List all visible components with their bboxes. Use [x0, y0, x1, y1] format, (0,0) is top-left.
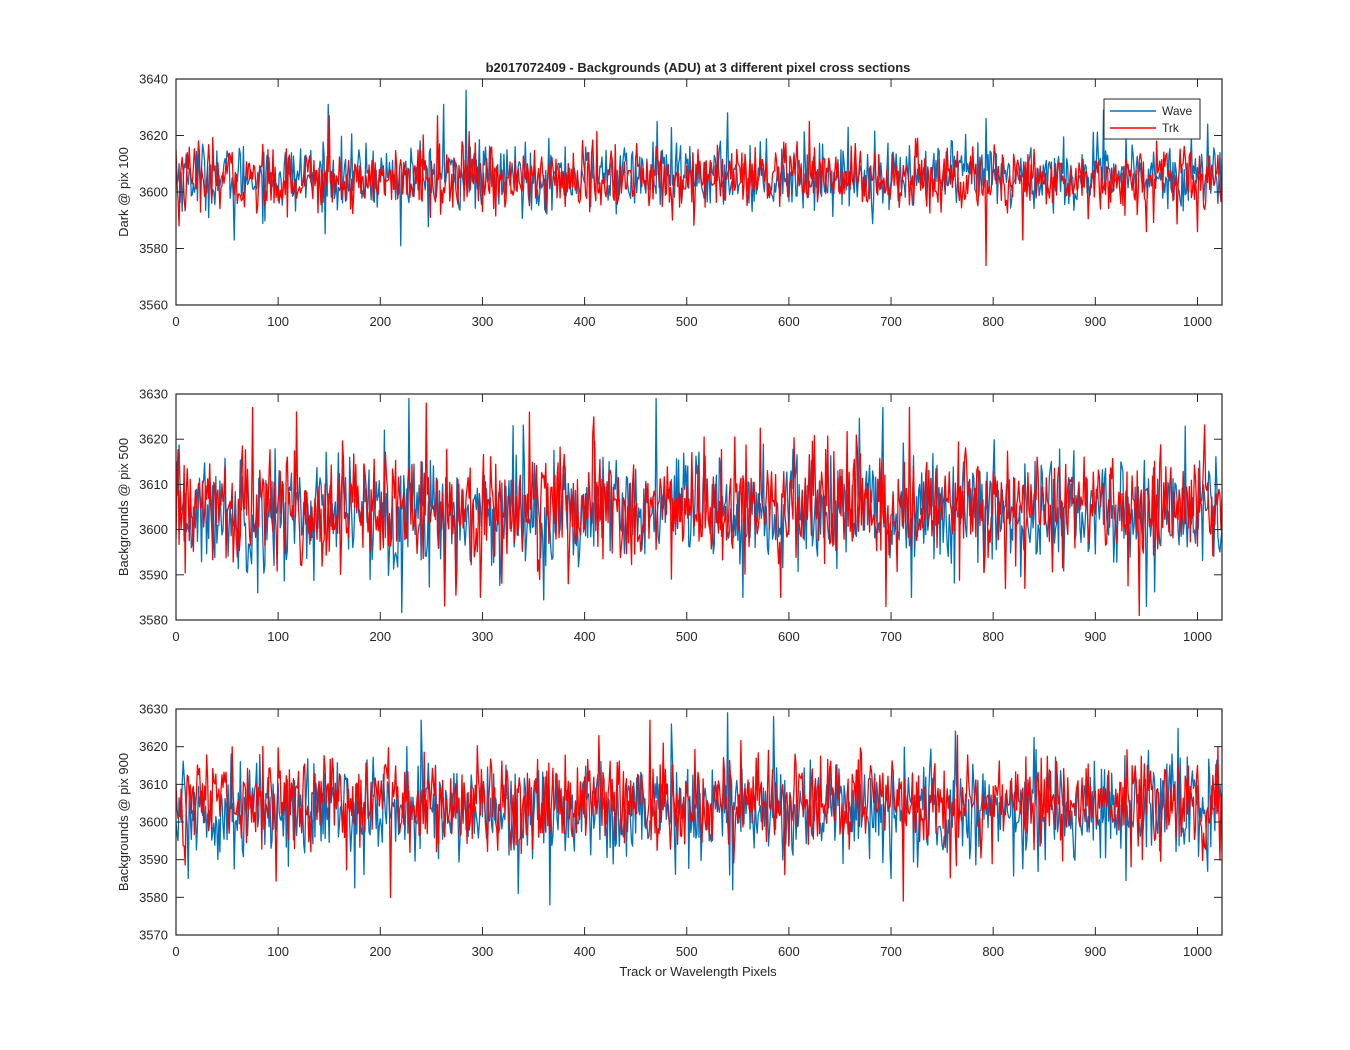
y-tick-label: 3640: [139, 72, 168, 87]
y-tick-label: 3600: [139, 815, 168, 830]
x-tick-label: 200: [369, 314, 391, 329]
figure-title: b2017072409 - Backgrounds (ADU) at 3 dif…: [486, 60, 911, 75]
x-tick-label: 400: [574, 629, 596, 644]
legend-box: [1103, 98, 1201, 140]
y-tick-label: 3580: [139, 613, 168, 628]
x-tick-label: 0: [172, 944, 179, 959]
x-tick-label: 800: [982, 944, 1004, 959]
y-tick-label: 3630: [139, 702, 168, 717]
x-tick-label: 0: [172, 629, 179, 644]
legend-label-wave: Wave: [1162, 104, 1193, 118]
x-tick-label: 600: [778, 944, 800, 959]
series-line-wave: [176, 712, 1222, 906]
x-tick-label: 700: [880, 944, 902, 959]
x-tick-label: 400: [574, 314, 596, 329]
x-tick-label: 900: [1084, 314, 1106, 329]
y-tick-label: 3560: [139, 298, 168, 313]
series-line-wave: [176, 397, 1222, 614]
x-tick-label: 200: [369, 944, 391, 959]
y-tick-label: 3590: [139, 852, 168, 867]
y-tick-label: 3610: [139, 477, 168, 492]
x-axis-label: Track or Wavelength Pixels: [619, 964, 777, 979]
x-tick-label: 0: [172, 314, 179, 329]
x-tick-label: 1000: [1183, 314, 1212, 329]
x-tick-label: 500: [676, 314, 698, 329]
x-tick-label: 700: [880, 629, 902, 644]
x-tick-label: 900: [1084, 629, 1106, 644]
y-tick-label: 3600: [139, 185, 168, 200]
x-tick-label: 600: [778, 314, 800, 329]
x-tick-label: 600: [778, 629, 800, 644]
legend: Wave Trk: [1103, 98, 1201, 140]
x-tick-label: 800: [982, 314, 1004, 329]
y-axis-label: Dark @ pix 100: [116, 147, 131, 237]
series-line-trk: [176, 719, 1222, 902]
x-tick-label: 500: [676, 629, 698, 644]
x-tick-label: 100: [267, 629, 289, 644]
panel-1: 0 100 200 300 400 500 600 700 800 900 1000 3560 3580…: [116, 72, 1223, 329]
y-axis-label: Backgrounds @ pix 500: [116, 438, 131, 576]
panel-2: 0 100 200 300 400 500 600 700 800 900 1000 3580 3590…: [116, 387, 1223, 644]
y-tick-label: 3620: [139, 432, 168, 447]
x-tick-label: 500: [676, 944, 698, 959]
x-tick-label: 900: [1084, 944, 1106, 959]
x-tick-label: 700: [880, 314, 902, 329]
y-tick-label: 3600: [139, 522, 168, 537]
y-tick-label: 3620: [139, 128, 168, 143]
y-axis-label: Backgrounds @ pix 900: [116, 753, 131, 891]
x-tick-label: 1000: [1183, 944, 1212, 959]
x-tick-label: 100: [267, 944, 289, 959]
x-tick-label: 300: [472, 314, 494, 329]
x-tick-label: 200: [369, 629, 391, 644]
y-tick-label: 3580: [139, 241, 168, 256]
x-tick-label: 400: [574, 944, 596, 959]
y-tick-label: 3610: [139, 777, 168, 792]
series-line-trk: [176, 402, 1222, 617]
y-tick-label: 3570: [139, 928, 168, 943]
panel-3: 0 100 200 300 400 500 600 700 800 900 1000 3570 3580…: [116, 702, 1223, 959]
legend-label-trk: Trk: [1162, 121, 1180, 135]
axes-box: [175, 393, 1223, 621]
y-tick-label: 3620: [139, 739, 168, 754]
x-tick-label: 300: [472, 944, 494, 959]
x-tick-label: 800: [982, 629, 1004, 644]
y-tick-label: 3580: [139, 890, 168, 905]
y-tick-label: 3590: [139, 567, 168, 582]
x-tick-label: 100: [267, 314, 289, 329]
y-tick-label: 3630: [139, 387, 168, 402]
x-tick-label: 1000: [1183, 629, 1212, 644]
series-line-trk: [176, 115, 1222, 267]
x-tick-label: 300: [472, 629, 494, 644]
